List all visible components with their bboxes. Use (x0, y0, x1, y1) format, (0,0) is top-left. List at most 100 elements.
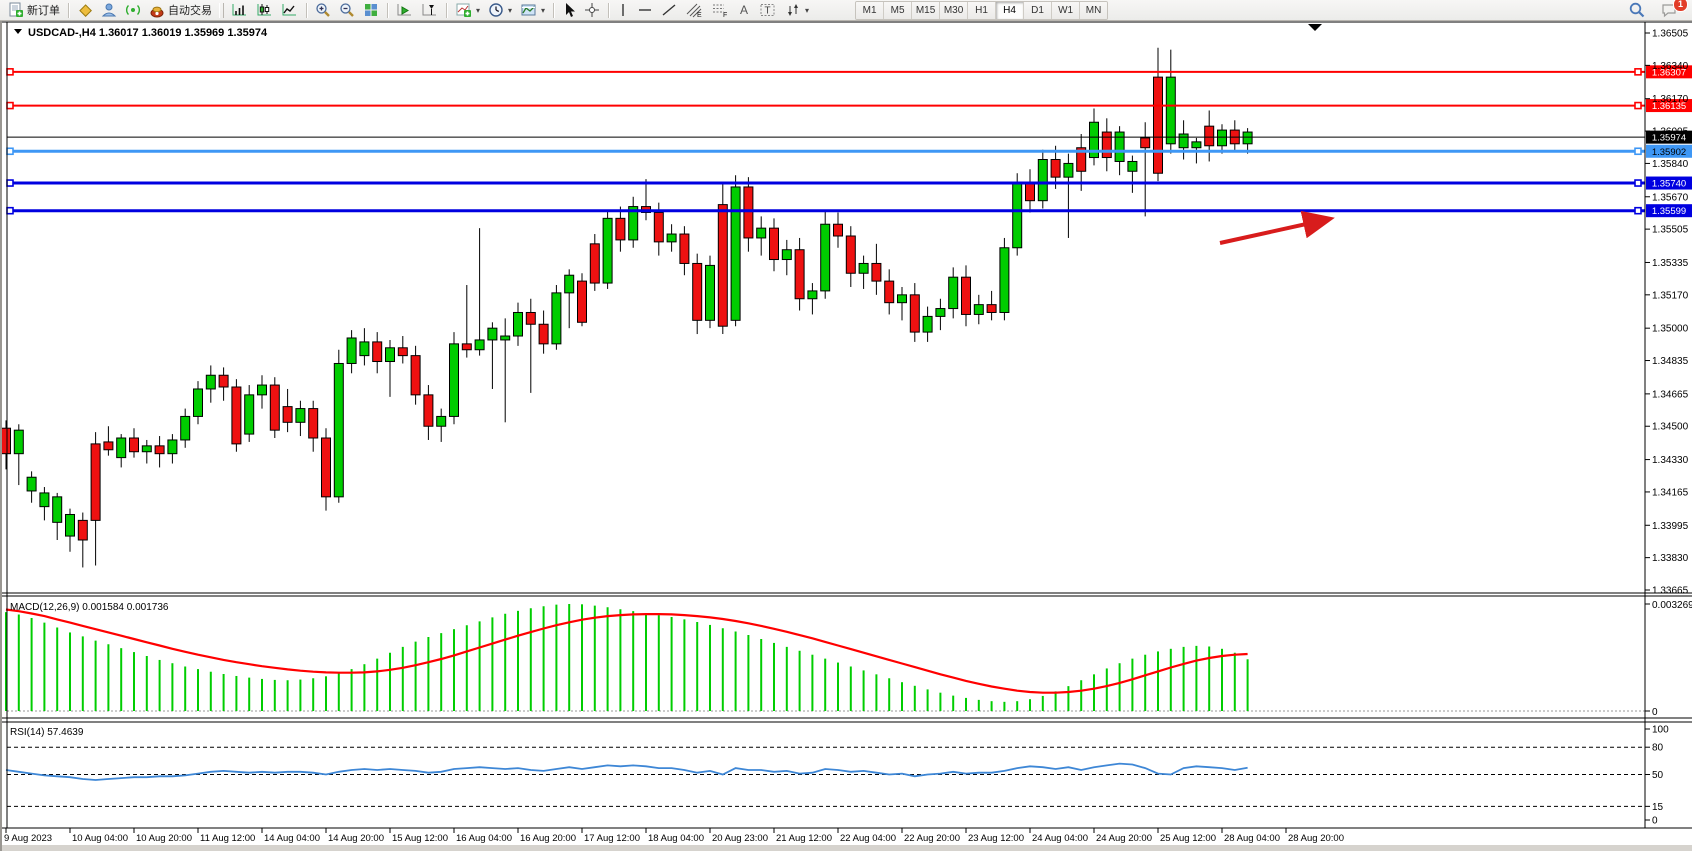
time-tick-label: 23 Aug 12:00 (968, 833, 1024, 844)
templates-button[interactable]: ▾ (516, 0, 549, 21)
main-toolbar: 新订单 自动交易 ▾ ▾ ▾ E F A T ▾ M1 M5 M15 M30 H1 H4 D… (0, 0, 1692, 21)
timeframe-M1[interactable]: M1 (856, 1, 885, 19)
chart-shift-button[interactable] (417, 0, 442, 21)
timeframe-MN[interactable]: MN (1080, 1, 1108, 19)
price-tick-label: 1.34500 (1652, 422, 1689, 433)
fibonacci-button[interactable]: F (707, 0, 733, 21)
macd-pane: MACD(12,26,9) 0.001584 0.001736 0.003269 0 (5, 600, 1692, 718)
hline-handle[interactable] (6, 68, 14, 76)
tile-windows-icon (363, 2, 379, 18)
timeframe-W1[interactable]: W1 (1052, 1, 1081, 19)
separator (608, 2, 610, 18)
time-tick-label: 17 Aug 12:00 (584, 833, 640, 844)
tile-windows-button[interactable] (359, 0, 383, 21)
hline-handle[interactable] (6, 101, 14, 110)
rsi-tick-label: 50 (1652, 770, 1664, 781)
dropdown-caret: ▾ (508, 5, 513, 15)
auto-scroll-button[interactable] (392, 0, 417, 21)
equidistant-channel-button[interactable]: E (681, 0, 707, 21)
time-tick-label: 28 Aug 20:00 (1288, 833, 1344, 844)
timeframe-M30[interactable]: M30 (940, 1, 969, 19)
price-tick-label: 1.35000 (1652, 324, 1689, 335)
chart-title: USDCAD-,H4 1.36017 1.36019 1.35969 1.359… (14, 27, 268, 39)
crosshair-button[interactable] (580, 0, 604, 21)
chart-shift-marker[interactable] (1308, 24, 1322, 31)
hline-handle[interactable] (6, 206, 14, 215)
symbol-dropdown-icon[interactable] (14, 29, 22, 34)
metaeditor-button[interactable] (73, 0, 97, 21)
hline-price-label: 1.36307 (1652, 67, 1686, 78)
indicators-icon (455, 2, 472, 18)
arrows-icon (785, 2, 801, 18)
hline-handle[interactable] (1634, 179, 1642, 187)
price-tick-label: 1.35505 (1652, 225, 1689, 236)
time-tick-label: 18 Aug 04:00 (648, 833, 704, 844)
chart-window: 1.36307 1.36135 1.35902 1.35740 1.35599 1.359… (0, 21, 1692, 851)
timeframe-H4[interactable]: H4 (996, 1, 1025, 19)
time-axis[interactable]: 9 Aug 2023 10 Aug 04:00 10 Aug 20:00 11 Aug… (4, 828, 1344, 844)
bar-chart-button[interactable] (227, 0, 252, 21)
candlestick-button[interactable] (252, 0, 277, 21)
trendline-button[interactable] (657, 0, 681, 21)
time-tick-label: 14 Aug 20:00 (328, 833, 384, 844)
periods-button[interactable]: ▾ (484, 0, 516, 21)
notifications-button[interactable]: 1 (1656, 0, 1688, 21)
time-tick-label: 21 Aug 12:00 (776, 833, 832, 844)
time-tick-label: 25 Aug 12:00 (1160, 833, 1216, 844)
horizontal-lines[interactable]: 1.36307 1.36135 1.35902 1.35740 1.35599 (6, 65, 1692, 218)
hline-price-label: 1.35599 (1652, 206, 1686, 217)
hline-handle[interactable] (6, 179, 14, 187)
price-tick-label: 1.35670 (1652, 192, 1689, 203)
zoom-out-button[interactable] (335, 0, 359, 21)
line-chart-button[interactable] (277, 0, 302, 21)
annotation-arrow[interactable] (1219, 210, 1335, 245)
timeframe-M15[interactable]: M15 (912, 1, 941, 19)
hline-handle[interactable] (1634, 147, 1642, 156)
horizontal-line-button[interactable] (633, 0, 657, 21)
metaeditor-icon (77, 2, 93, 18)
timeframe-M5[interactable]: M5 (884, 1, 913, 19)
cursor-icon (562, 2, 576, 18)
price-tick-label: 1.36005 (1652, 127, 1689, 138)
text-label-button[interactable]: T (755, 0, 781, 21)
vertical-line-button[interactable] (613, 0, 633, 21)
timeframe-D1[interactable]: D1 (1024, 1, 1053, 19)
cursor-button[interactable] (558, 0, 580, 21)
hline-handle[interactable] (1634, 206, 1642, 215)
price-chart-canvas[interactable]: 1.36307 1.36135 1.35902 1.35740 1.35599 1.359… (2, 21, 1692, 851)
candles (2, 47, 1253, 568)
price-tick-label: 1.33830 (1652, 553, 1689, 564)
autotrading-button[interactable]: 自动交易 (145, 0, 216, 21)
crosshair-icon (584, 2, 600, 18)
arrows-button[interactable]: ▾ (781, 0, 813, 21)
separator (387, 2, 388, 18)
hline-handle[interactable] (1634, 68, 1642, 76)
separator (68, 2, 69, 18)
time-tick-label: 14 Aug 04:00 (264, 833, 320, 844)
profile-button[interactable] (97, 0, 121, 21)
price-tick-label: 1.36505 (1652, 29, 1689, 40)
price-axis[interactable]: 1.36505 1.36340 1.36170 1.36005 1.35840 1.356… (1645, 29, 1689, 597)
new-order-icon (8, 2, 24, 18)
signal-button[interactable] (121, 0, 145, 21)
text-button[interactable]: A (733, 0, 755, 21)
time-tick-label: 10 Aug 20:00 (136, 833, 192, 844)
toolbar-right: 1 (1624, 0, 1688, 21)
svg-text:A: A (740, 3, 748, 17)
hline-handle[interactable] (6, 147, 14, 156)
rsi-label: RSI(14) 57.4639 (10, 727, 84, 738)
fibonacci-icon: F (711, 2, 729, 18)
macd-label: MACD(12,26,9) 0.001584 0.001736 (10, 602, 169, 613)
price-tick-label: 1.34330 (1652, 455, 1689, 466)
macd-axis-max: 0.003269 (1652, 600, 1692, 611)
timeframe-H1[interactable]: H1 (968, 1, 997, 19)
bar-chart-icon (231, 2, 248, 18)
search-button[interactable] (1624, 0, 1650, 21)
zoom-in-button[interactable] (311, 0, 335, 21)
new-order-button[interactable]: 新订单 (4, 0, 64, 21)
hline-handle[interactable] (1634, 101, 1642, 110)
broadcast-icon (125, 2, 141, 18)
bid-line: 1.35974 (7, 130, 1692, 144)
indicators-button[interactable]: ▾ (451, 0, 484, 21)
